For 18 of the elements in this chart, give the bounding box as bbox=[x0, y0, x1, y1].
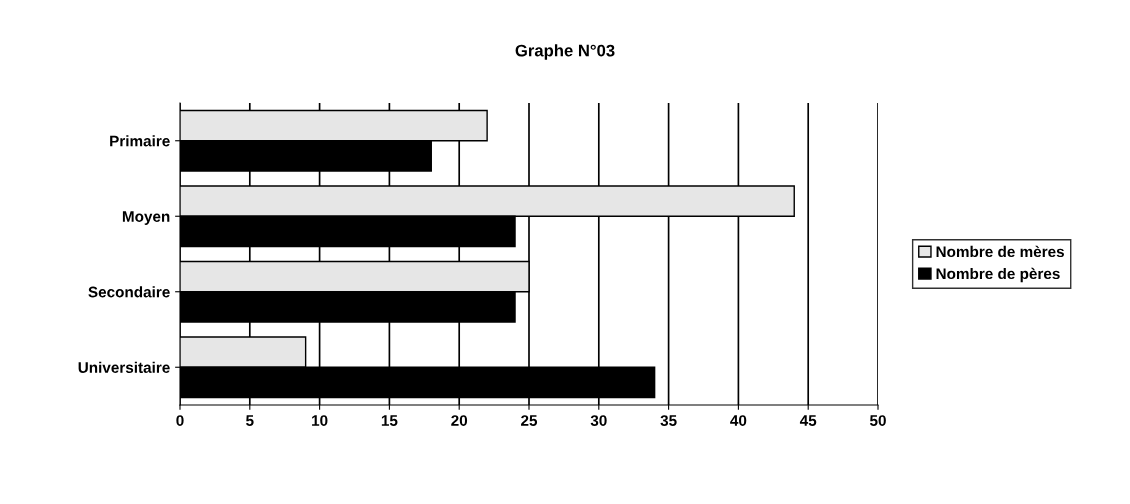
x-tick-label: 40 bbox=[730, 415, 747, 426]
legend-label: Nombre de pères bbox=[936, 267, 1060, 283]
x-tick-label: 35 bbox=[660, 415, 677, 426]
x-tick-label: 5 bbox=[246, 415, 254, 426]
chart-title: Graphe N°03 bbox=[515, 44, 615, 60]
x-tick-label: 50 bbox=[869, 415, 886, 426]
x-tick-label: 30 bbox=[590, 415, 607, 426]
x-tick-label: 10 bbox=[312, 415, 328, 426]
x-tick-label: 20 bbox=[451, 415, 468, 426]
x-tick-label: 45 bbox=[799, 415, 817, 426]
y-tick-label: Universitaire bbox=[78, 361, 170, 373]
x-tick-label: 25 bbox=[521, 415, 538, 426]
x-tick-label: 15 bbox=[381, 415, 398, 426]
y-tick-label: Primaire bbox=[110, 135, 170, 147]
y-tick-label: Moyen bbox=[122, 211, 170, 225]
x-tick-label: 0 bbox=[176, 415, 184, 426]
legend-label: Nombre de mères bbox=[936, 245, 1064, 258]
y-tick-label: Secondaire bbox=[88, 286, 170, 298]
